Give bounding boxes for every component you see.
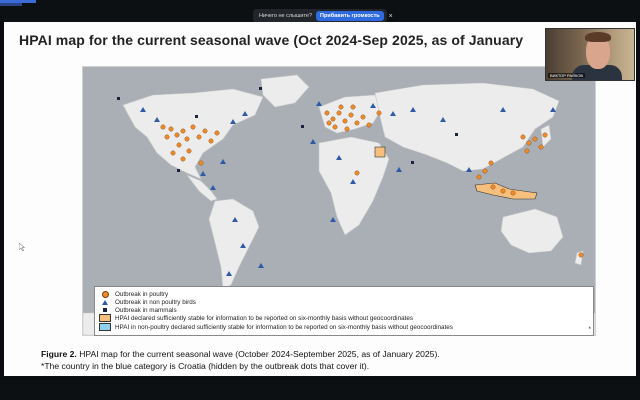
legend-label: Outbreak in non poultry birds	[115, 298, 196, 306]
legend-item-non-poultry: Outbreak in non poultry birds	[99, 298, 196, 306]
person-hair	[585, 32, 611, 42]
caption-label: Figure 2.	[41, 349, 77, 359]
legend-label: HPAI in non-poultry declared sufficientl…	[115, 323, 453, 331]
caption-text: HPAI map for the current seasonal wave (…	[76, 349, 440, 359]
legend-item-poultry: Outbreak in poultry	[99, 290, 168, 298]
legend-asterisk: *	[588, 327, 591, 333]
figure-caption: Figure 2. HPAI map for the current seaso…	[41, 348, 440, 372]
increase-volume-button[interactable]: Прибавить громкость	[316, 11, 384, 21]
legend-label: Outbreak in mammals	[115, 306, 177, 314]
navy-square-icon	[103, 308, 107, 312]
caption-note: *The country in the blue category is Cro…	[41, 361, 370, 371]
blue-box-icon	[99, 323, 111, 331]
mouse-cursor-icon	[19, 243, 25, 251]
shared-slide: HPAI map for the current seasonal wave (…	[4, 22, 636, 376]
map-legend: Outbreak in poultry Outbreak in non poul…	[94, 286, 594, 336]
bottom-bar	[0, 380, 640, 400]
top-bar: Ничего не слышите? Прибавить громкость ×	[0, 0, 640, 23]
orange-dot-icon	[101, 290, 109, 298]
orange-box-icon	[99, 314, 111, 322]
outbreak-markers	[117, 87, 584, 276]
blue-triangle-icon	[102, 299, 108, 305]
slide-title: HPAI map for the current seasonal wave (…	[19, 32, 524, 48]
legend-label: HPAI declared sufficiently stable for in…	[115, 314, 413, 322]
audio-prompt: Ничего не слышите? Прибавить громкость ×	[253, 9, 393, 23]
legend-item-declared-stable: HPAI declared sufficiently stable for in…	[99, 314, 413, 322]
legend-label: Outbreak in poultry	[115, 290, 169, 298]
app-logo	[0, 0, 40, 22]
participant-video[interactable]: ВИКТОР РАЙКОВ	[545, 28, 635, 81]
participant-name: ВИКТОР РАЙКОВ	[548, 73, 586, 78]
close-icon[interactable]: ×	[388, 12, 393, 20]
legend-item-mammals: Outbreak in mammals	[99, 306, 177, 314]
audio-prompt-text: Ничего не слышите?	[259, 13, 313, 19]
legend-item-non-poultry-stable: HPAI in non-poultry declared sufficientl…	[99, 323, 453, 331]
